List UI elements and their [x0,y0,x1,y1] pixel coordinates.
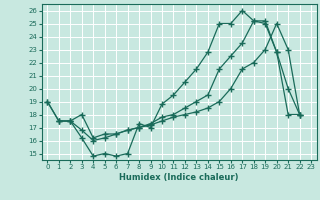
X-axis label: Humidex (Indice chaleur): Humidex (Indice chaleur) [119,173,239,182]
